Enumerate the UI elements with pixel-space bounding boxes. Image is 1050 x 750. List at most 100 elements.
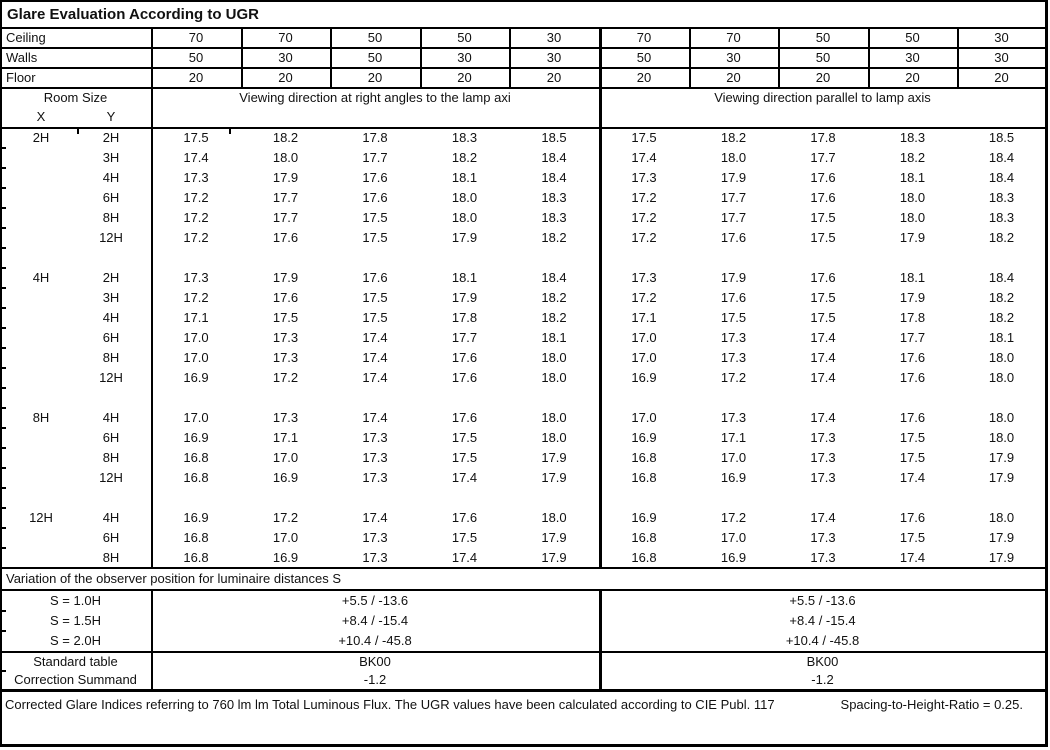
summary-row-right-value: -1.2 [811, 672, 834, 687]
surface-value-cell: 20 [457, 70, 472, 85]
ugr-value-cell: 18.4 [541, 270, 567, 285]
s-row-left-value: +5.5 / -13.6 [341, 593, 409, 608]
ugr-value-cell: 18.3 [541, 190, 567, 205]
ugr-value-cell: 17.0 [631, 330, 657, 345]
tick-mark [2, 327, 6, 329]
ugr-value-cell: 17.5 [899, 450, 926, 465]
ugr-value-cell: 17.8 [362, 130, 388, 145]
surface-value-cell: 70 [636, 30, 652, 45]
ugr-value-cell: 17.6 [272, 290, 299, 305]
surface-value-cell: 50 [188, 50, 204, 65]
ugr-value-cell: 18.0 [988, 370, 1015, 385]
ugr-value-cell: 18.3 [988, 210, 1015, 225]
s-row-right-value: +10.4 / -45.8 [785, 633, 860, 648]
grid-line [778, 27, 780, 89]
tick-mark [2, 487, 6, 489]
row-y-label: 4H [102, 410, 120, 425]
ugr-value-cell: 17.9 [541, 550, 567, 565]
ugr-value-cell: 16.9 [631, 510, 657, 525]
surface-row-label: Floor [6, 70, 36, 85]
ugr-value-cell: 17.4 [899, 550, 926, 565]
ugr-value-cell: 17.0 [720, 530, 747, 545]
ugr-value-cell: 18.0 [541, 430, 567, 445]
ugr-value-cell: 17.2 [631, 290, 657, 305]
ugr-value-cell: 17.1 [631, 310, 657, 325]
ugr-value-cell: 17.7 [451, 330, 478, 345]
row-x-label: 8H [32, 410, 50, 425]
surface-value-cell: 50 [457, 30, 472, 45]
tick-mark [2, 630, 6, 632]
ugr-value-cell: 18.4 [988, 150, 1015, 165]
ugr-value-cell: 18.0 [988, 350, 1015, 365]
tick-mark [2, 527, 6, 529]
grid-line [599, 27, 602, 569]
surface-value-cell: 20 [636, 70, 652, 85]
ugr-value-cell: 17.6 [810, 270, 836, 285]
row-x-label: 12H [29, 510, 53, 525]
surface-value-cell: 20 [994, 70, 1009, 85]
grid-line [1, 67, 1046, 69]
ugr-value-cell: 17.5 [362, 290, 388, 305]
tick-mark [2, 407, 6, 409]
grid-line [599, 589, 602, 689]
tick-mark [229, 129, 231, 134]
ugr-value-cell: 17.9 [988, 470, 1015, 485]
ugr-value-cell: 17.3 [720, 410, 747, 425]
ugr-value-cell: 17.1 [183, 310, 209, 325]
surface-value-cell: 30 [546, 50, 562, 65]
ugr-value-cell: 17.6 [720, 230, 747, 245]
ugr-value-cell: 17.6 [810, 170, 836, 185]
ugr-value-cell: 17.5 [810, 310, 836, 325]
ugr-value-cell: 17.3 [810, 530, 836, 545]
ugr-value-cell: 18.4 [988, 170, 1015, 185]
grid-line [957, 27, 959, 89]
ugr-value-cell: 18.3 [451, 130, 478, 145]
surface-value-cell: 30 [546, 30, 562, 45]
ugr-value-cell: 16.8 [183, 530, 209, 545]
ugr-value-cell: 17.6 [810, 190, 836, 205]
row-y-label: 4H [102, 510, 120, 525]
ugr-value-cell: 17.0 [272, 450, 299, 465]
ugr-value-cell: 18.1 [541, 330, 567, 345]
grid-line [1, 589, 1046, 591]
ugr-value-cell: 17.6 [362, 190, 388, 205]
ugr-value-cell: 17.9 [988, 550, 1015, 565]
ugr-value-cell: 16.9 [631, 430, 657, 445]
ugr-value-cell: 17.5 [810, 290, 836, 305]
ugr-value-cell: 17.4 [362, 370, 388, 385]
ugr-value-cell: 17.9 [541, 450, 567, 465]
surface-value-cell: 70 [726, 30, 741, 45]
grid-line [1, 47, 1046, 49]
surface-value-cell: 20 [726, 70, 741, 85]
ugr-value-cell: 18.2 [541, 230, 567, 245]
grid-line [0, 0, 2, 747]
row-y-label: 6H [102, 330, 120, 345]
ugr-value-cell: 17.3 [362, 430, 388, 445]
ugr-value-cell: 18.2 [272, 130, 299, 145]
grid-line [868, 27, 870, 89]
ugr-value-cell: 17.8 [451, 310, 478, 325]
ugr-value-cell: 17.9 [899, 230, 926, 245]
ugr-value-cell: 18.4 [988, 270, 1015, 285]
tick-mark [2, 307, 6, 309]
grid-line [1045, 0, 1048, 747]
tick-mark [2, 187, 6, 189]
ugr-value-cell: 18.0 [541, 370, 567, 385]
row-y-label: 6H [102, 430, 120, 445]
surface-value-cell: 30 [905, 50, 920, 65]
ugr-value-cell: 17.7 [362, 150, 388, 165]
tick-mark [2, 267, 6, 269]
viewing-direction-parallel-header: Viewing direction parallel to lamp axis [714, 90, 931, 105]
row-y-label: 12H [99, 230, 123, 245]
surface-value-cell: 50 [636, 50, 652, 65]
row-y-label: 12H [99, 370, 123, 385]
surface-value-cell: 50 [815, 50, 831, 65]
row-y-label: 4H [102, 310, 120, 325]
ugr-value-cell: 17.2 [631, 210, 657, 225]
surface-value-cell: 50 [815, 30, 831, 45]
tick-mark [2, 427, 6, 429]
s-row-right-value: +8.4 / -15.4 [789, 613, 856, 628]
ugr-value-cell: 18.5 [541, 130, 567, 145]
table-title: Glare Evaluation According to UGR [7, 6, 259, 23]
ugr-value-cell: 17.7 [899, 330, 926, 345]
